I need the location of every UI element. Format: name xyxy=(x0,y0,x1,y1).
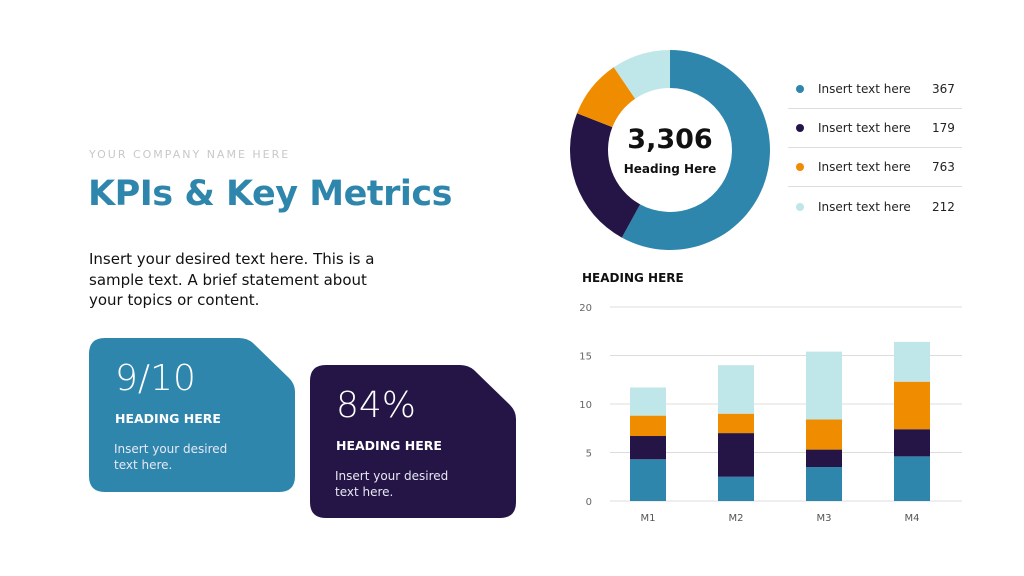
legend-value: 367 xyxy=(932,82,955,96)
legend-label: Insert text here xyxy=(818,82,911,96)
legend-value: 179 xyxy=(932,121,955,135)
kpi-text: Insert your desired text here. xyxy=(114,442,228,472)
donut-center-value: 3,306 xyxy=(627,124,713,155)
company-name: YOUR COMPANY NAME HERE xyxy=(89,148,291,161)
bar-segment xyxy=(894,381,930,430)
legend-value: 212 xyxy=(932,199,955,214)
legend-dot xyxy=(796,202,804,211)
donut-segment xyxy=(570,113,641,238)
legend-item: Insert text here 179 xyxy=(788,109,962,148)
donut-center-label: Heading Here xyxy=(623,162,717,176)
donut-segment xyxy=(577,67,636,128)
donut-legend: Insert text here 367 Insert text here 179 … xyxy=(788,70,962,226)
page-title: KPIs & Key Metrics xyxy=(88,174,452,214)
x-tick-label: M4 xyxy=(905,513,920,524)
bar-segment xyxy=(718,476,754,501)
legend-dot xyxy=(796,163,804,171)
kpi-heading: HEADING HERE xyxy=(115,411,221,426)
y-tick-label: 10 xyxy=(579,400,592,411)
bar-segment xyxy=(718,413,754,434)
bar-segment xyxy=(718,433,754,477)
x-tick-label: M1 xyxy=(641,513,656,524)
donut-chart xyxy=(570,50,770,250)
bar-segment xyxy=(630,415,666,437)
bar-segment xyxy=(894,456,930,501)
kpi-value: 9/10 xyxy=(115,358,196,399)
y-tick-label: 5 xyxy=(586,449,592,460)
x-tick-label: M3 xyxy=(817,513,832,524)
y-tick-label: 20 xyxy=(579,303,592,314)
bar-segment xyxy=(630,459,666,501)
legend-item: Insert text here 763 xyxy=(788,148,962,187)
y-tick-label: 15 xyxy=(579,352,592,363)
bar-segment xyxy=(806,351,842,420)
legend-item: Insert text here 367 xyxy=(788,70,962,109)
bar-segment xyxy=(806,419,842,450)
donut-segment xyxy=(613,50,670,99)
bar-chart-title: HEADING HERE xyxy=(582,271,684,285)
bar-segment xyxy=(894,341,930,382)
legend-dot xyxy=(796,85,804,93)
stacked-bar-chart: 0 5 10 15 20 M1 M2 M3 M4 xyxy=(579,303,962,524)
legend-item: Insert text here 212 xyxy=(788,187,962,226)
bar-segment xyxy=(806,467,842,501)
y-tick-label: 0 xyxy=(586,497,592,508)
bar-segment xyxy=(806,449,842,468)
card-shape xyxy=(89,338,295,492)
legend-label: Insert text here xyxy=(818,160,911,174)
bar-segment xyxy=(718,365,754,414)
kpi-card-percent: 84% HEADING HERE Insert your desired tex… xyxy=(310,365,516,518)
card-shape xyxy=(310,365,516,518)
legend-label: Insert text here xyxy=(818,199,911,214)
legend-dot xyxy=(796,124,804,132)
legend-value: 763 xyxy=(932,160,955,174)
legend-label: Insert text here xyxy=(818,121,911,135)
kpi-value: 84% xyxy=(336,385,417,426)
bar-segment xyxy=(630,387,666,416)
description: Insert your desired text here. This is a… xyxy=(89,250,375,309)
kpi-text: Insert your desired text here. xyxy=(335,469,449,499)
bar-segment xyxy=(630,436,666,460)
donut-segment xyxy=(621,50,770,250)
kpi-card-score: 9/10 HEADING HERE Insert your desired te… xyxy=(89,338,295,492)
x-tick-label: M2 xyxy=(729,513,744,524)
kpi-heading: HEADING HERE xyxy=(336,438,442,453)
bar-segment xyxy=(894,429,930,457)
